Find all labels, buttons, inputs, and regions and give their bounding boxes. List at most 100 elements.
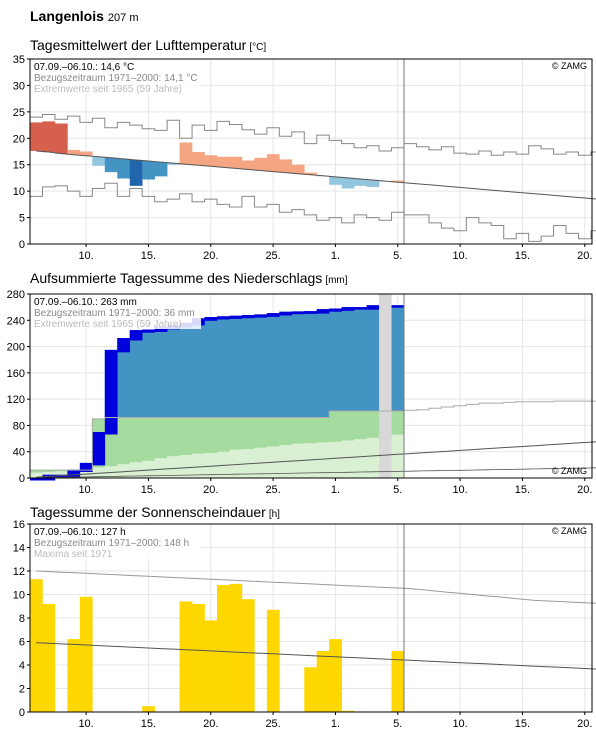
y-tick-label: 6 [19,637,25,649]
temperature-anomaly-bar [154,162,168,177]
x-tick-label: 10. [452,250,467,262]
temperature-anomaly-bar [241,160,255,170]
info-line-1: 07.09.–06.10.: 14,6 °C [34,62,134,73]
temperature-anomaly-bar [204,155,218,167]
temperature-anomaly-bar [229,156,243,169]
sunshine-bar [30,579,43,712]
temperature-anomaly-bar [329,176,342,185]
y-tick-label: 0 [19,473,25,485]
temperature-unit: [°C] [249,42,267,53]
daily-precip-step [104,349,118,435]
x-tick-label: 20. [203,484,218,496]
sunshine-bar [329,639,342,712]
temperature-anomaly-bar [142,161,155,180]
daily-precip-step [129,330,143,341]
temperature-anomaly-bar [192,152,205,166]
sunshine-bar [142,706,155,712]
daily-precip-step [279,311,293,316]
temperature-title-text: Tagesmittelwert der Lufttemperatur [30,37,247,53]
y-tick-label: 10 [13,590,25,602]
daily-precip-step [341,307,355,311]
x-tick-label: 15. [141,718,156,729]
daily-precip-step [254,314,268,318]
temperature-chart: 0 5 10 15 20 25 30 35 10. 15. 20. 25. 1. 5. 10. 15. 20. 0… [13,54,596,262]
temperature-anomaly-bar [117,158,131,179]
info-box [31,295,201,329]
x-tick-label: 20. [577,250,592,262]
daily-precip-step [217,316,230,320]
daily-precip-step [117,338,131,353]
station-name: Langenlois [30,8,104,24]
sunshine-bar [341,710,355,712]
sunshine-unit: [h] [268,509,280,520]
daily-precip-step [154,326,168,332]
precipitation-title-text: Aufsummierte Tagessumme des Niederschlag… [30,270,323,286]
info-line-2: Bezugszeitraum 1971–2000: 36 mm [34,308,195,319]
sunshine-bar [67,639,81,712]
info-line-3: Maxima seit 1971 [34,549,113,560]
station-header: Langenlois 207 m [30,8,138,24]
y-tick-label: 240 [7,315,25,327]
sunshine-bar [204,620,218,712]
y-tick-label: 12 [13,566,25,578]
temperature-anomaly-bar [217,156,230,168]
daily-precip-step [266,313,280,317]
x-tick-label: 10. [452,718,467,729]
y-tick-label: 10 [13,186,25,198]
x-tick-label: 10. [78,484,93,496]
y-tick-label: 30 [13,80,25,92]
y-tick-label: 5 [19,213,25,225]
x-tick-label: 10. [78,250,93,262]
y-tick-label: 200 [7,342,25,354]
sunshine-bar [266,609,280,712]
info-line-1: 07.09.–06.10.: 127 h [34,527,126,538]
info-line-3: Extremwerte seit 1965 (59 Jahre) [34,84,182,95]
sunshine-chart-title: Tagessumme der Sonnenscheindauer [h] [30,504,280,520]
daily-precip-step [366,305,380,310]
sunshine-bar [241,599,255,712]
below-median-area [30,434,404,478]
daily-precip-step [329,308,342,312]
y-tick-label: 25 [13,107,25,119]
y-tick-label: 15 [13,160,25,172]
y-tick-label: 40 [13,447,25,459]
daily-precip-step [391,305,405,308]
temperature-anomaly-bar [291,164,305,174]
x-tick-label: 20. [203,250,218,262]
temperature-anomaly-bar [354,178,367,186]
sunshine-bar [229,583,243,712]
x-tick-label: 5. [393,484,402,496]
copyright-label: © ZAMG [552,61,587,71]
sunshine-bar [316,650,330,712]
temperature-anomaly-bar [304,172,318,175]
p90-line [30,400,596,471]
sunshine-bar [179,601,193,712]
y-tick-label: 35 [13,54,25,66]
temperature-anomaly-bar [167,163,180,165]
temperature-anomaly-bar [30,122,43,151]
temperature-anomaly-bar [341,177,355,189]
y-tick-label: 0 [19,707,25,719]
temperature-anomaly-bar [391,180,405,183]
max-extreme-line [30,114,596,156]
daily-precip-step [304,311,318,314]
sunshine-bar [42,603,56,712]
lower-normal-line [36,467,596,479]
daily-precip-step [354,307,367,310]
daily-precip-step [142,329,155,333]
daily-precip-step [67,469,81,478]
precipitation-chart: 0 40 80 120 160 200 240 280 10. 15. 20. 25. 1. 5. 10. 1… [7,289,596,496]
info-box [31,525,201,559]
y-tick-label: 160 [7,368,25,380]
precipitation-chart-title: Aufsummierte Tagessumme des Niederschlag… [30,270,348,286]
temperature-anomaly-bar [366,180,380,187]
missing-data-band [379,294,392,478]
x-tick-label: 1. [331,484,340,496]
sunshine-bar [304,667,318,712]
temperature-anomaly-bar [279,159,293,173]
precipitation-unit: [mm] [325,275,348,286]
sunshine-bar [79,596,93,712]
temperature-anomaly-bar [129,159,143,186]
x-tick-label: 20. [203,718,218,729]
x-tick-label: 15. [141,250,156,262]
